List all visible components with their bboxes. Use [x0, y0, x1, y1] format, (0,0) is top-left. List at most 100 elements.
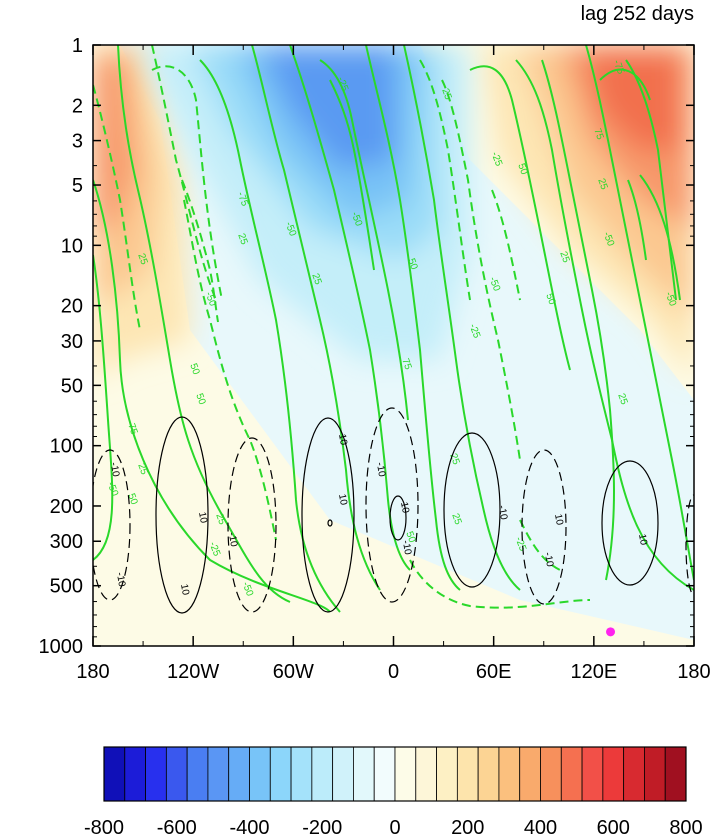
green-contour-positive — [469, 65, 571, 371]
y-tick-label: 10 — [61, 235, 83, 257]
green-contour-label: 25 — [235, 232, 249, 247]
green-contour-label: -50 — [283, 220, 298, 238]
colorbar-cell — [436, 746, 458, 802]
green-contour-label: -50 — [240, 580, 255, 598]
colorbar-cell — [165, 746, 188, 802]
black-contour-negative — [365, 407, 419, 603]
green-contour-label: 50 — [187, 362, 201, 377]
x-tick-label: 180 — [677, 661, 710, 683]
green-contour-negative — [419, 59, 471, 301]
black-contour-label: -10 — [108, 461, 121, 478]
colorbar-label: -400 — [229, 817, 269, 838]
green-contour-label: 25 — [135, 252, 149, 267]
green-contour-label: 25 — [439, 87, 453, 102]
colorbar-cell — [664, 746, 687, 802]
black-contour-negative — [227, 437, 277, 613]
black-contour-positive — [443, 432, 501, 588]
green-contour-label: -25 — [467, 322, 482, 340]
green-contour-negative — [491, 189, 521, 301]
green-contour-label: 75 — [399, 357, 413, 372]
y-tick-label: 1000 — [39, 636, 84, 658]
green-contour-positive — [403, 45, 521, 591]
colorbar-cell — [373, 746, 396, 802]
green-contour-negative — [519, 519, 561, 571]
green-contour-label: 25 — [449, 512, 463, 527]
green-contour-label: -25 — [513, 535, 528, 553]
black-contour-negative — [685, 494, 694, 596]
green-contour-label: 25 — [309, 272, 323, 287]
black-contours — [93, 407, 694, 614]
green-contour-label: 25 — [135, 462, 149, 477]
black-contour-label: 10 — [336, 493, 349, 506]
colorbar-cell — [207, 746, 230, 802]
black-contour-labels: -10 10 -10 10 10 -10 10 -10 -10 10 -10 10 -10 10 — [108, 433, 649, 596]
black-contour-label: -10 — [496, 504, 509, 521]
shading-high-east — [480, 45, 694, 380]
green-contour-positive — [93, 179, 331, 613]
green-contour-negative — [183, 199, 277, 541]
x-tick-label: 60E — [476, 661, 512, 683]
green-contour-positive — [319, 59, 409, 421]
green-contour-negative — [441, 79, 521, 461]
colorbar-cell — [332, 746, 354, 802]
colorbar-cell — [498, 746, 521, 802]
green-contour-negative — [409, 559, 591, 609]
green-contour-positive — [639, 174, 681, 301]
green-contour-positive — [585, 45, 694, 581]
green-contour-label: 50 — [405, 257, 419, 272]
green-contour-label: -50 — [487, 275, 502, 293]
green-contour-label: 25 — [447, 452, 461, 467]
green-contour-label: 50 — [543, 292, 557, 307]
colorbar: -800 -600 -400 -200 0 200 400 600 800 — [84, 746, 703, 838]
chart-title: lag 252 days — [581, 3, 694, 25]
y-axis: 1 2 3 5 10 20 30 50 100 200 300 500 1000 — [39, 35, 694, 658]
green-contour-label: 75 — [125, 422, 139, 437]
y-tick-label: 1 — [72, 35, 83, 57]
colorbar-cell — [477, 746, 500, 802]
green-contour-positive — [625, 59, 677, 301]
green-contour-negative — [151, 65, 223, 301]
colorbar-cell — [644, 746, 666, 802]
x-tick-label: 180 — [76, 661, 109, 683]
green-contour-label: -25 — [335, 75, 350, 93]
colorbar-cell — [145, 746, 167, 802]
y-tick-label: 5 — [72, 175, 83, 197]
green-contour-label: 25 — [213, 512, 227, 527]
colorbar-cell — [269, 746, 292, 802]
green-contour-positive — [93, 254, 114, 561]
colorbar-cell — [415, 746, 437, 802]
green-contour-positive — [199, 59, 341, 613]
black-contour-label: 10 — [636, 533, 649, 546]
y-tick-label: 30 — [61, 331, 83, 353]
y-tick-label: 20 — [61, 296, 83, 318]
x-tick-label: 0 — [388, 661, 399, 683]
green-contour-positive — [515, 59, 694, 591]
green-contour-positive — [365, 45, 461, 591]
green-contour-positive — [329, 79, 375, 271]
colorbar-label: 800 — [669, 817, 702, 838]
green-contour-label: 25 — [557, 250, 571, 265]
green-contour-positive — [251, 45, 381, 591]
colorbar-label: -200 — [302, 817, 342, 838]
black-contour-positive — [601, 460, 659, 586]
green-contour-negative — [181, 179, 219, 323]
shaded-field — [93, 45, 694, 646]
shading-low-center — [140, 45, 470, 360]
black-contour-label: 10 — [398, 501, 411, 514]
y-tick-label: 3 — [72, 131, 83, 153]
colorbar-frame — [103, 746, 687, 802]
black-contour-label: 10 — [552, 513, 565, 526]
colorbar-cell — [228, 746, 250, 802]
green-contour-label: 50 — [193, 392, 207, 407]
colorbar-cell — [290, 746, 313, 802]
colorbar-cell — [353, 746, 375, 802]
black-contour-label: -10 — [114, 571, 127, 588]
colorbar-cell — [540, 746, 562, 802]
black-contour-positive — [301, 417, 355, 613]
colorbar-cell — [602, 746, 625, 802]
green-contour-label: 25 — [615, 392, 629, 407]
shading-high-west — [93, 45, 190, 380]
colorbar-cell — [519, 746, 541, 802]
green-contour-label: -50 — [663, 290, 678, 308]
